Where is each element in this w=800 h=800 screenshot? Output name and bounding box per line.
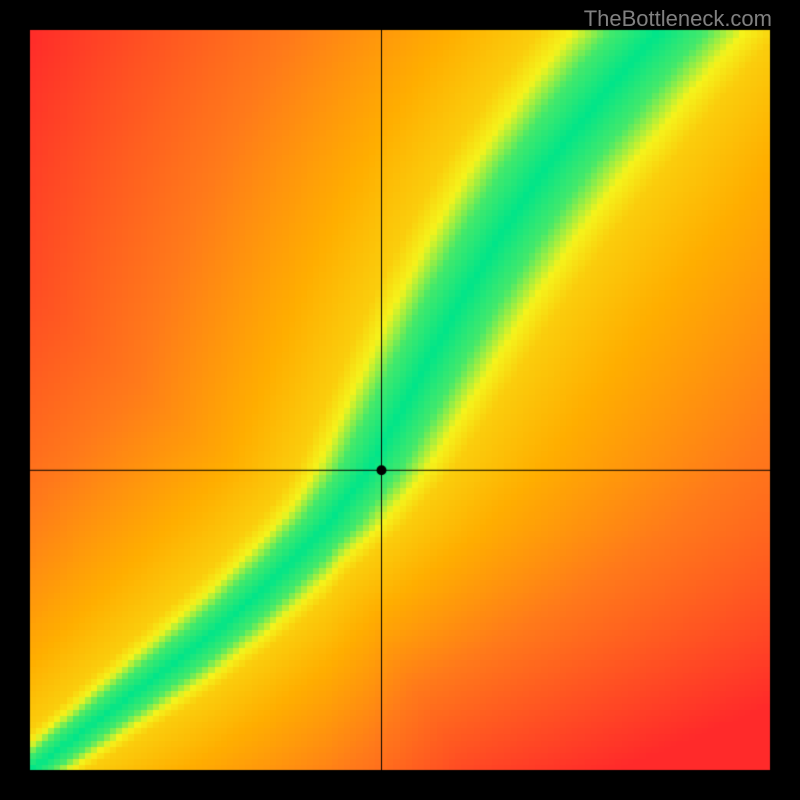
watermark-text: TheBottleneck.com [584, 6, 772, 32]
bottleneck-heatmap [0, 0, 800, 800]
chart-container: TheBottleneck.com [0, 0, 800, 800]
